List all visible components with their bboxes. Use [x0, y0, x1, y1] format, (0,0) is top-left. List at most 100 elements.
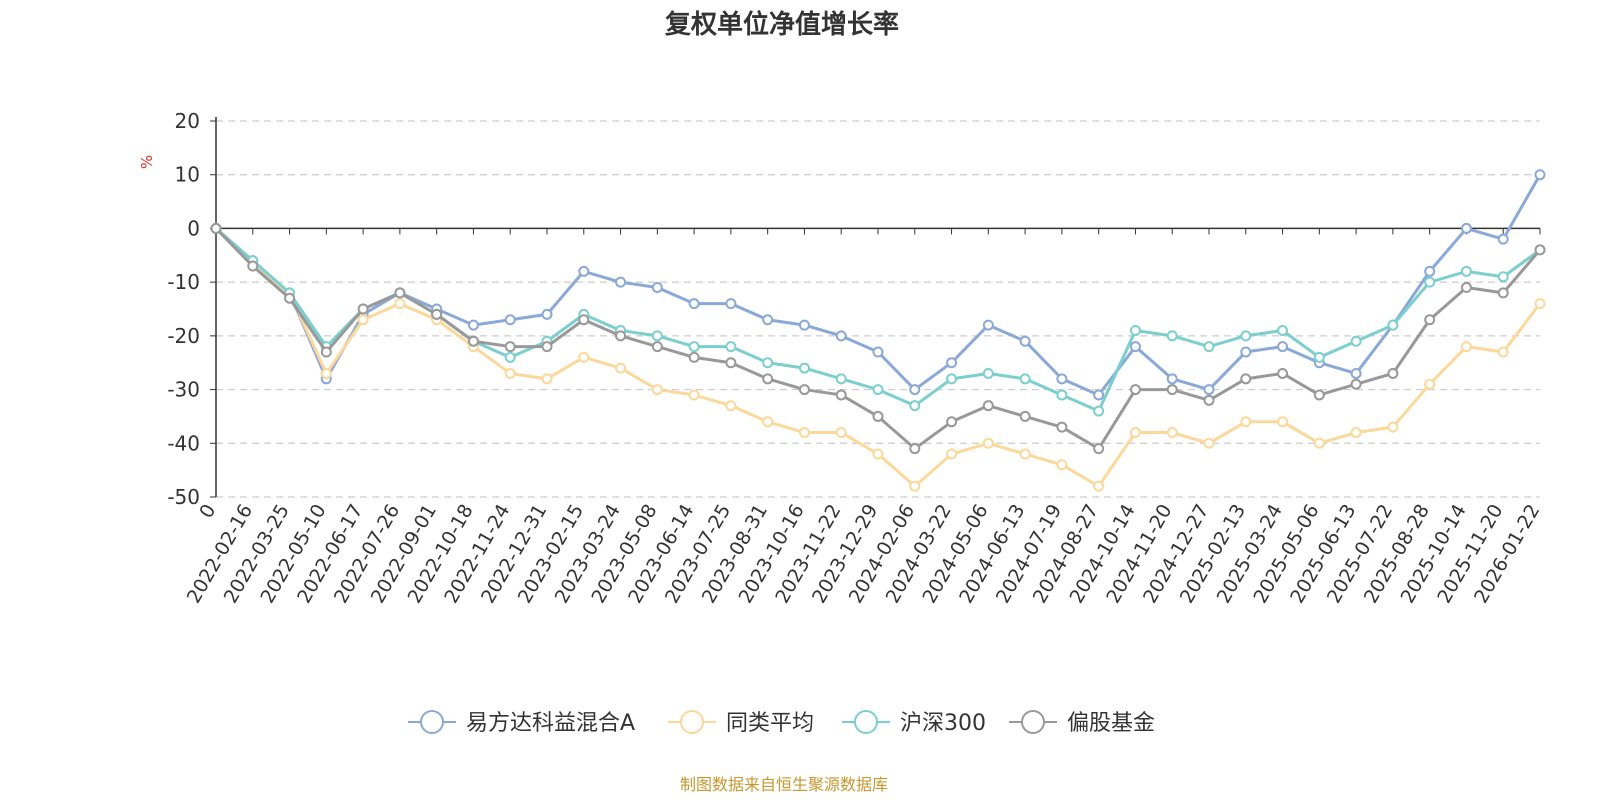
data-point [541, 341, 553, 353]
data-point [1534, 169, 1546, 181]
data-point [1203, 437, 1215, 449]
series-group [210, 222, 1546, 455]
data-point [1129, 384, 1141, 396]
legend-marker [1021, 710, 1045, 734]
data-point [798, 362, 810, 374]
data-point [651, 282, 663, 294]
data-point [762, 314, 774, 326]
data-point [1129, 427, 1141, 439]
data-point [320, 346, 332, 358]
data-point [651, 330, 663, 342]
data-point [1534, 298, 1546, 310]
data-point [688, 389, 700, 401]
y-tick-label: -50 [167, 485, 200, 509]
data-point [1350, 367, 1362, 379]
data-point [1019, 410, 1031, 422]
data-point [1277, 367, 1289, 379]
data-point [946, 416, 958, 428]
data-point [1387, 319, 1399, 331]
data-point [872, 410, 884, 422]
data-point [1056, 389, 1068, 401]
data-point [1350, 427, 1362, 439]
data-point [946, 357, 958, 369]
series-line [214, 173, 1542, 397]
legend-label: 偏股基金 [1067, 711, 1155, 736]
data-point [835, 330, 847, 342]
data-point [725, 298, 737, 310]
data-point [210, 222, 222, 234]
data-point [1460, 265, 1472, 277]
data-point [982, 437, 994, 449]
data-point [504, 351, 516, 363]
data-point [578, 351, 590, 363]
data-point [1093, 405, 1105, 417]
data-point [1203, 341, 1215, 353]
data-point [982, 367, 994, 379]
data-point [1350, 378, 1362, 390]
legend-marker [420, 710, 444, 734]
data-point [909, 480, 921, 492]
legend-item[interactable]: 同类平均 [668, 710, 814, 736]
data-point [872, 384, 884, 396]
data-point [651, 384, 663, 396]
data-point [1313, 389, 1325, 401]
data-point [1534, 244, 1546, 256]
data-point [1277, 341, 1289, 353]
data-point [1166, 373, 1178, 385]
data-point [578, 265, 590, 277]
data-point [247, 260, 259, 272]
data-point [1093, 389, 1105, 401]
legend-item[interactable]: 易方达科益混合A [408, 710, 635, 736]
data-point [1166, 384, 1178, 396]
data-point [504, 367, 516, 379]
x-tick-label: 0 [195, 501, 220, 522]
data-point [725, 341, 737, 353]
y-tick-label: 10 [175, 163, 200, 187]
data-point [1056, 373, 1068, 385]
data-point [798, 319, 810, 331]
data-point [284, 292, 296, 304]
data-point [541, 373, 553, 385]
data-point [835, 427, 847, 439]
data-point [688, 298, 700, 310]
legend-item[interactable]: 偏股基金 [1009, 710, 1155, 736]
data-point [835, 389, 847, 401]
data-point [835, 373, 847, 385]
data-point [1387, 421, 1399, 433]
data-point [946, 448, 958, 460]
data-point [1350, 335, 1362, 347]
data-point [357, 303, 369, 315]
data-point [1240, 330, 1252, 342]
data-point [798, 384, 810, 396]
data-point [1129, 341, 1141, 353]
data-point [1424, 314, 1436, 326]
data-point [688, 341, 700, 353]
data-point [1166, 427, 1178, 439]
y-tick-label: 20 [175, 109, 200, 133]
data-point [1019, 448, 1031, 460]
data-point [1277, 416, 1289, 428]
data-point [1424, 265, 1436, 277]
data-point [467, 319, 479, 331]
data-point [982, 400, 994, 412]
data-point [615, 362, 627, 374]
data-point [1497, 346, 1509, 358]
data-point [1056, 459, 1068, 471]
data-point [1093, 480, 1105, 492]
legend-label: 同类平均 [726, 711, 814, 736]
data-point [1019, 373, 1031, 385]
data-point [320, 367, 332, 379]
data-point [798, 427, 810, 439]
data-point [615, 276, 627, 288]
legend[interactable]: 易方达科益混合A 同类平均 沪深300 偏股基金 [408, 710, 1155, 736]
data-point [909, 384, 921, 396]
data-point [504, 314, 516, 326]
data-point [762, 416, 774, 428]
data-point [651, 341, 663, 353]
data-point [1203, 394, 1215, 406]
data-point [872, 346, 884, 358]
legend-item[interactable]: 沪深300 [842, 710, 986, 736]
data-point [431, 308, 443, 320]
axis-layer: 20100-10-20-30-40-5002022-02-162022-03-2… [167, 109, 1544, 607]
